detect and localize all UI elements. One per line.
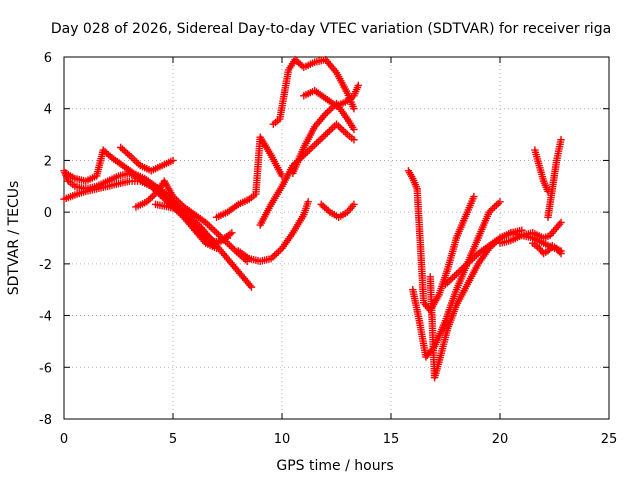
x-tick-label: 25	[601, 432, 618, 447]
y-axis-title: SDTVAR / TECUs	[6, 181, 22, 296]
y-tick-label: -2	[39, 258, 52, 273]
series-arc-11	[289, 99, 358, 178]
chart-title: Day 028 of 2026, Sidereal Day-to-day VTE…	[51, 21, 611, 37]
data-point	[304, 198, 312, 206]
data-point	[350, 105, 358, 113]
series-arc-12	[300, 81, 362, 110]
series-arc-15	[409, 198, 504, 361]
data-point	[354, 81, 362, 90]
data-points	[60, 55, 565, 382]
x-tick-label: 20	[492, 432, 509, 447]
series-arc-4	[116, 143, 177, 175]
series-arc-9	[269, 55, 358, 128]
data-point	[228, 229, 236, 237]
x-tick-label: 10	[274, 432, 291, 447]
data-point	[169, 156, 177, 165]
data-point	[496, 198, 504, 206]
series-arc-13	[317, 200, 358, 222]
series-arc-6	[151, 200, 256, 291]
data-point	[557, 218, 565, 227]
series-arc-8	[234, 198, 312, 265]
x-tick-labels: 0 5 10 15 20 25	[60, 432, 617, 447]
y-tick-label: -8	[39, 413, 52, 428]
axis-ticks	[63, 56, 610, 420]
data-point	[470, 192, 478, 201]
data-point	[247, 283, 256, 291]
data-point	[350, 200, 358, 209]
series-arc-21	[529, 239, 565, 258]
series-arc-7	[212, 133, 286, 222]
y-tick-labels: -8 -6 -4 -2 0 2 4 6	[39, 51, 52, 428]
series-arc-17	[441, 229, 565, 289]
data-point	[350, 136, 358, 144]
plot-frame	[63, 56, 610, 420]
data-point	[350, 125, 358, 134]
y-tick-label: 0	[44, 206, 52, 221]
y-tick-label: 4	[44, 103, 52, 118]
data-point	[557, 249, 565, 258]
x-tick-label: 5	[169, 432, 177, 447]
data-point	[557, 136, 565, 144]
x-axis-title: GPS time / hours	[276, 458, 393, 474]
y-tick-label: -6	[39, 361, 52, 376]
y-tick-label: 6	[44, 51, 52, 66]
y-tick-label: 2	[44, 154, 52, 169]
x-tick-label: 15	[383, 432, 400, 447]
x-tick-label: 0	[60, 432, 68, 447]
series-arc-18	[496, 218, 565, 247]
series-arc-20	[544, 136, 565, 222]
y-tick-label: -4	[39, 310, 52, 325]
series-arc-19	[531, 146, 552, 196]
